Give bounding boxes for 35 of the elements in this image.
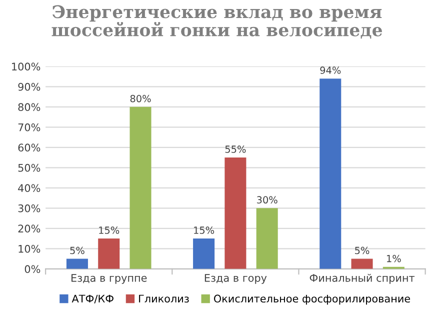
bar [224, 158, 246, 269]
legend-label: Гликолиз [139, 294, 189, 303]
data-label: 1% [387, 254, 401, 262]
y-tick-label: 80% [18, 103, 40, 112]
legend-label: Окислительное фосфорилирование [214, 294, 410, 305]
y-tick-label: 10% [18, 244, 40, 253]
data-label: 5% [355, 246, 370, 254]
y-tick-label: 40% [18, 184, 40, 192]
y-tick-label: 70% [18, 123, 40, 132]
data-label: 55% [225, 146, 246, 153]
x-tick-label: Езда в гору [204, 274, 267, 284]
bar [351, 258, 373, 269]
y-tick-label: 100% [12, 62, 40, 71]
bar [320, 78, 342, 269]
y-tick-label: 60% [18, 144, 40, 152]
bar [66, 258, 88, 269]
legend-label: АТФ/КФ [72, 294, 114, 304]
y-tick-label: 90% [18, 82, 40, 91]
data-label: 80% [130, 94, 151, 102]
bar [256, 208, 278, 269]
data-label: 5% [70, 246, 84, 254]
bar [130, 106, 152, 269]
data-label: 15% [99, 226, 120, 234]
data-label: 94% [320, 66, 341, 74]
y-tick-label: 30% [18, 204, 40, 212]
x-tick-label: Финальный спринт [310, 274, 415, 284]
y-tick-label: 50% [18, 164, 40, 172]
x-tick-label: Езда в группе [72, 274, 147, 284]
y-tick-label: 0% [24, 265, 40, 274]
data-label: 15% [194, 226, 214, 234]
chart-title: Энергетические вклад во время шоссейной гонки на велосипеде [52, 5, 382, 39]
bar [98, 238, 120, 269]
bar [193, 238, 215, 269]
y-tick-label: 20% [18, 224, 40, 233]
data-label: 30% [257, 196, 278, 204]
